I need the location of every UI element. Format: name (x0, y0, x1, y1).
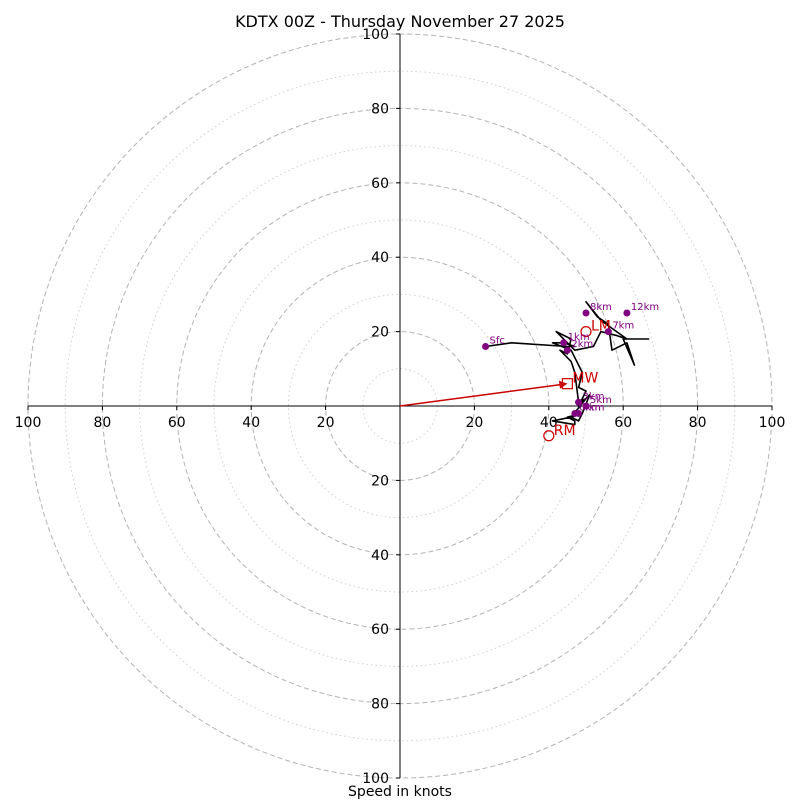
level-point-6km (571, 409, 579, 417)
level-label-7km: 7km (612, 321, 634, 332)
y-tick-label: 60 (371, 176, 389, 192)
marker-label-mw: MW (572, 371, 598, 387)
level-label-4km: 4km (583, 402, 605, 413)
y-tick-label: 100 (362, 771, 389, 787)
level-point-sfc (482, 342, 490, 350)
level-point-1km (560, 339, 568, 347)
level-point-12km (623, 309, 631, 317)
level-label-2km: 2km (571, 339, 593, 350)
level-point-8km (582, 309, 590, 317)
chart-title: KDTX 00Z - Thursday November 27 2025 (235, 12, 565, 31)
y-tick-label: 40 (371, 548, 389, 564)
level-label-12km: 12km (631, 302, 659, 313)
x-tick-label: 20 (465, 415, 483, 431)
x-tick-label: 100 (759, 415, 786, 431)
marker-label-rm: RM (554, 423, 576, 439)
mean-wind-vector (399, 380, 568, 407)
x-tick-label: 100 (15, 415, 42, 431)
x-tick-label: 80 (689, 415, 707, 431)
hodograph-trace (485, 300, 650, 426)
marker-rm (543, 430, 555, 442)
y-tick-label: 60 (371, 622, 389, 638)
y-tick-label: 80 (371, 697, 389, 713)
level-label-6km: 6km (579, 402, 601, 413)
mean-wind-arrowhead (558, 380, 568, 389)
x-tick-label: 80 (93, 415, 111, 431)
level-label-sfc: Sfc (490, 335, 505, 346)
level-label-1km: 1km (568, 332, 590, 343)
level-label-8km: 8km (590, 302, 612, 313)
x-tick-label: 60 (614, 415, 632, 431)
hodograph-line (485, 300, 650, 426)
level-point-3km (575, 398, 583, 406)
y-tick-label: 20 (371, 473, 389, 489)
y-tick-label: 40 (371, 250, 389, 266)
level-point-7km (604, 328, 612, 336)
level-label-3km: 3km (583, 391, 605, 402)
level-point-2km (563, 346, 571, 354)
y-tick-label: 100 (362, 27, 389, 43)
y-tick-label: 80 (371, 101, 389, 117)
tick-labels: 100 80 60 40 20 20 40 60 80 100 100 80 60 40 20 20 40 60 8… (15, 27, 786, 787)
x-tick-label: 40 (242, 415, 260, 431)
x-tick-label: 40 (540, 415, 558, 431)
marker-mw (561, 378, 574, 390)
x-axis-label: Speed in knots (348, 784, 452, 800)
level-label-5km: 5km (590, 395, 612, 406)
x-tick-label: 60 (168, 415, 186, 431)
mean-wind-shaft (399, 383, 562, 407)
y-tick-label: 20 (371, 325, 389, 341)
marker-lm (580, 326, 592, 338)
level-point-5km (582, 402, 590, 410)
x-tick-label: 20 (317, 415, 335, 431)
